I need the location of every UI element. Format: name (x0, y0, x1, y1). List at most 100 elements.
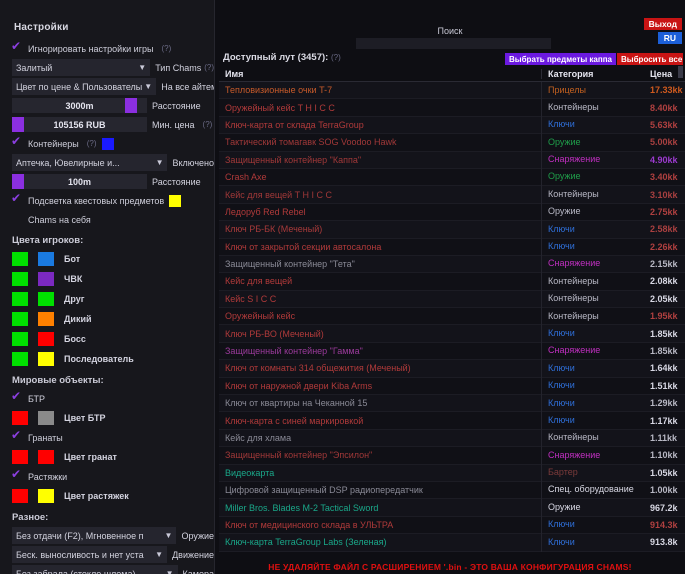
slider-knob[interactable] (12, 117, 24, 132)
table-row[interactable]: Ключ от квартиры на Чеканной 15 Ключи 1.29… (219, 394, 685, 413)
color-swatch-primary[interactable] (12, 312, 28, 326)
help-icon[interactable]: (?) (202, 120, 213, 129)
scrollbar-thumb[interactable] (678, 66, 683, 78)
table-row[interactable]: Miller Bros. Blades M-2 Tactical Sword Ор… (219, 498, 685, 517)
table-row[interactable]: Защищенный контейнер "Тета" Снаряжение 2.1… (219, 255, 685, 274)
column-header-price[interactable]: Цена (650, 68, 673, 79)
cell-category: Контейнеры (541, 429, 646, 447)
color-swatch-secondary[interactable] (38, 450, 54, 464)
cell-category: Ключи (541, 533, 646, 552)
table-row[interactable]: Тактический томагавк SOG Voodoo Hawk Оруж… (219, 133, 685, 152)
drop-all-button[interactable]: Выбросить все (617, 53, 683, 65)
misc-camera-dropdown[interactable]: Без забрала (стекло шлема) ▼ (12, 565, 178, 574)
checkbox-icon[interactable] (11, 191, 23, 206)
color-swatch-primary[interactable] (12, 450, 28, 464)
color-swatch-primary[interactable] (12, 292, 28, 306)
enabled-categories-dropdown[interactable]: Аптечка, Ювелирные и... ▼ (12, 154, 168, 171)
cell-category: Оружие (541, 168, 646, 186)
cell-item-name: Кейс S I C C (225, 293, 277, 304)
slider-knob[interactable] (125, 98, 138, 113)
table-row[interactable]: Ключ-карта с синей маркировкой Ключи 1.17k… (219, 411, 685, 430)
misc-weapon-dropdown[interactable]: Без отдачи (F2), Мгновенное п ▼ (12, 527, 177, 544)
checkbox-icon[interactable] (11, 467, 23, 482)
toggle-ignore-game-settings[interactable]: Игнорировать настройки игры (?) (0, 39, 214, 58)
color-swatch-primary[interactable] (12, 411, 28, 425)
color-swatch-primary[interactable] (12, 352, 28, 366)
table-row[interactable]: Тепловизионные очки T-7 Прицелы 17.33kk (219, 81, 685, 100)
table-row[interactable]: Защищенный контейнер "Гамма" Снаряжение 1.… (219, 342, 685, 361)
color-swatch-secondary[interactable] (38, 272, 54, 286)
chevron-down-icon: ▼ (138, 63, 147, 72)
table-row[interactable]: Видеокарта Бартер 1.05kk (219, 464, 685, 482)
toggle-btr[interactable]: БТР (0, 389, 214, 408)
exit-button[interactable]: Выход (643, 18, 682, 30)
color-mode-row: Цвет по цене & Пользователы ▼ На все айт… (0, 77, 214, 96)
color-swatch-secondary[interactable] (38, 411, 54, 425)
table-row[interactable]: Оружейный кейс Контейнеры 1.95kk (219, 307, 685, 326)
misc-movement-dropdown[interactable]: Беск. выносливость и нет уста ▼ (12, 546, 168, 563)
toggle-quest-highlight[interactable]: Подсветка квестовых предметов (0, 191, 214, 210)
toggle-chams-self[interactable]: Chams на себя (0, 210, 214, 229)
color-swatch-secondary[interactable] (38, 489, 54, 503)
table-row[interactable]: Ключ от закрытой секции автосалона Ключи 2… (219, 238, 685, 256)
distance-slider-1[interactable]: 3000m (12, 98, 147, 113)
table-row[interactable]: Ключ РБ-БК (Меченый) Ключи 2.58kk (219, 220, 685, 239)
toggle-tripwires[interactable]: Растяжки (0, 467, 214, 486)
table-row[interactable]: Кейс для вещей Контейнеры 2.08kk (219, 272, 685, 291)
cell-price: 1.95kk (650, 311, 678, 322)
table-row[interactable]: Цифровой защищенный DSP радиопередатчик С… (219, 481, 685, 500)
chams-type-dropdown[interactable]: Залитый ▼ (12, 59, 151, 76)
checkbox-icon[interactable] (12, 214, 23, 225)
color-swatch-secondary[interactable] (38, 252, 54, 266)
help-icon[interactable]: (?) (161, 44, 172, 53)
cell-category: Контейнеры (541, 272, 646, 291)
cell-item-name: Защищенный контейнер "Гамма" (225, 346, 363, 357)
quest-color-swatch[interactable] (169, 194, 182, 207)
language-button[interactable]: RU (657, 32, 682, 44)
slider-knob[interactable] (12, 174, 24, 189)
color-swatch-primary[interactable] (12, 272, 28, 286)
min-price-slider[interactable]: 105156 RUB (12, 117, 147, 132)
table-row[interactable]: Кейс для хлама Контейнеры 1.11kk (219, 429, 685, 448)
table-row[interactable]: Ключ-карта TerraGroup Labs (Зеленая) Ключ… (219, 533, 685, 552)
color-swatch-secondary[interactable] (38, 332, 54, 346)
color-mode-dropdown[interactable]: Цвет по цене & Пользователы ▼ (12, 78, 157, 95)
table-row[interactable]: Защищенный контейнер "Эпсилон" Снаряжение… (219, 446, 685, 465)
help-icon[interactable]: (?) (330, 53, 341, 62)
table-row[interactable]: Ключ от наружной двери Kiba Arms Ключи 1.5… (219, 377, 685, 396)
column-header-name[interactable]: Имя (225, 68, 244, 79)
player-type-label: Друг (64, 294, 85, 304)
color-swatch-primary[interactable] (12, 252, 28, 266)
checkbox-icon[interactable] (11, 389, 23, 404)
help-icon[interactable]: (?) (86, 139, 97, 148)
table-row[interactable]: Crash Axe Оружие 3.40kk (219, 168, 685, 187)
toggle-grenades[interactable]: Гранаты (0, 428, 214, 447)
table-row[interactable]: Ключ РБ-ВО (Меченый) Ключи 1.85kk (219, 324, 685, 343)
color-swatch-secondary[interactable] (38, 312, 54, 326)
table-row[interactable]: Кейс для вещей T H I C C Контейнеры 3.10kk (219, 185, 685, 204)
column-header-category[interactable]: Категория (541, 68, 646, 79)
table-row[interactable]: Ключ-карта от склада TerraGroup Ключи 5.63… (219, 116, 685, 135)
checkbox-icon[interactable] (11, 134, 23, 149)
color-swatch-secondary[interactable] (38, 292, 54, 306)
toggle-containers[interactable]: Контейнеры (?) (0, 134, 214, 153)
table-row[interactable]: Оружейный кейс T H I C C Контейнеры 8.40kk (219, 98, 685, 117)
table-row[interactable]: Кейс S I C C Контейнеры 2.05kk (219, 290, 685, 309)
color-swatch-secondary[interactable] (38, 352, 54, 366)
select-kappa-items-button[interactable]: Выбрать предметы каппа (505, 53, 616, 65)
search-input[interactable] (356, 38, 551, 49)
cell-item-name: Кейс для хлама (225, 433, 292, 443)
help-icon[interactable]: (?) (204, 63, 214, 72)
table-row[interactable]: Ключ от медицинского склада в УЛЬТРА Ключ… (219, 516, 685, 535)
dropdown-value: Аптечка, Ювелирные и... (16, 157, 120, 168)
table-row[interactable]: Ледоруб Red Rebel Оружие 2.75kk (219, 203, 685, 222)
container-color-swatch[interactable] (101, 137, 114, 150)
table-row[interactable]: Защищенный контейнер "Каппа" Снаряжение 4.… (219, 151, 685, 169)
color-swatch-primary[interactable] (12, 332, 28, 346)
table-row[interactable]: Ключ от комнаты 314 общежития (Меченый) К… (219, 359, 685, 378)
player-color-row-pmc: ЧВК (0, 269, 214, 289)
checkbox-icon[interactable] (11, 428, 23, 443)
distance-slider-2[interactable]: 100m (12, 174, 147, 189)
color-swatch-primary[interactable] (12, 489, 28, 503)
checkbox-icon[interactable] (11, 39, 23, 54)
